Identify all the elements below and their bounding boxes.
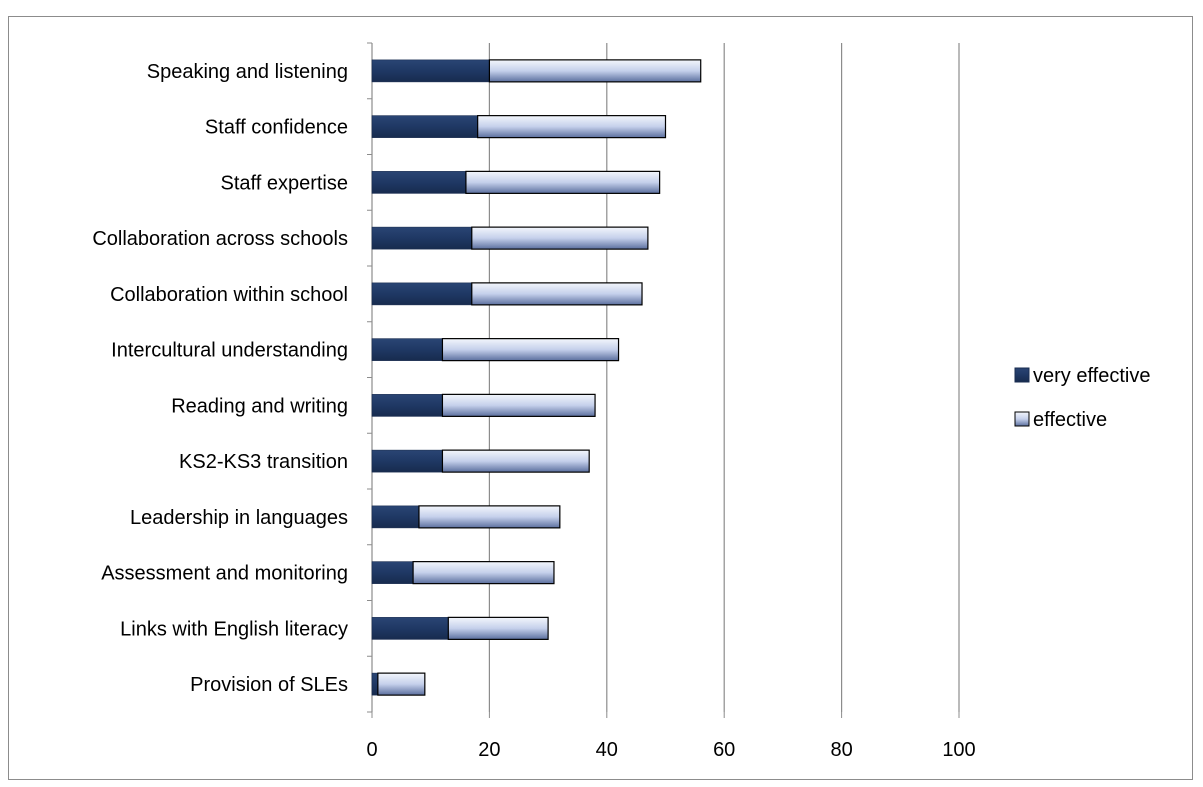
x-tick-label: 100 [942,739,975,761]
bar-very-effective [371,672,379,696]
bar-effective [412,561,555,585]
bar-effective [441,449,590,473]
bar-very-effective [371,115,478,138]
bar-very-effective [371,505,420,529]
category-label: Reading and writing [171,395,348,417]
bar-effective [441,393,596,417]
bar-effective [377,672,426,696]
x-tick-labels: 0 20 40 60 80 100 [366,739,975,761]
axes [367,42,960,718]
x-tick-label: 20 [478,739,500,761]
x-tick-label: 80 [830,739,852,761]
x-tick-label: 40 [596,739,618,761]
legend-swatch [1014,411,1030,427]
bar-effective [477,115,667,139]
bar-very-effective [371,338,443,361]
category-label: Leadership in languages [130,507,348,529]
bar-very-effective [371,617,449,640]
bar-very-effective [371,171,467,194]
category-label: Staff expertise [221,172,348,194]
bar-effective [471,282,643,306]
category-label: Collaboration within school [110,284,348,306]
legend-label: very effective [1033,365,1150,387]
category-label: KS2-KS3 transition [179,451,348,473]
legend-swatch [1014,367,1030,383]
bar-very-effective [371,59,490,83]
bar-very-effective [371,226,473,250]
bar-effective [418,505,561,529]
bars [371,59,702,696]
bar-effective [488,59,702,83]
category-label: Staff confidence [205,117,348,139]
category-label: Assessment and monitoring [101,563,348,585]
x-tick-label: 60 [713,739,735,761]
bar-effective [465,170,661,194]
category-label: Speaking and listening [147,61,348,83]
bar-very-effective [371,282,473,306]
bar-effective [471,226,649,250]
bar-very-effective [371,561,414,584]
chart-frame: Speaking and listening Staff confidence St… [8,16,1193,780]
legend: very effective effective [1014,365,1150,431]
bar-very-effective [371,394,443,417]
bar-effective [441,338,620,362]
category-label: Links with English literacy [120,618,348,640]
bar-effective [447,616,549,640]
x-tick-label: 0 [366,739,377,761]
gridlines [488,43,960,712]
category-labels: Speaking and listening Staff confidence St… [92,61,348,696]
bar-very-effective [371,449,443,473]
category-label: Intercultural understanding [111,340,348,362]
category-label: Collaboration across schools [92,228,348,250]
category-label: Provision of SLEs [190,674,348,696]
stacked-bar-chart: Speaking and listening Staff confidence St… [92,42,1150,761]
legend-label: effective [1033,409,1107,431]
